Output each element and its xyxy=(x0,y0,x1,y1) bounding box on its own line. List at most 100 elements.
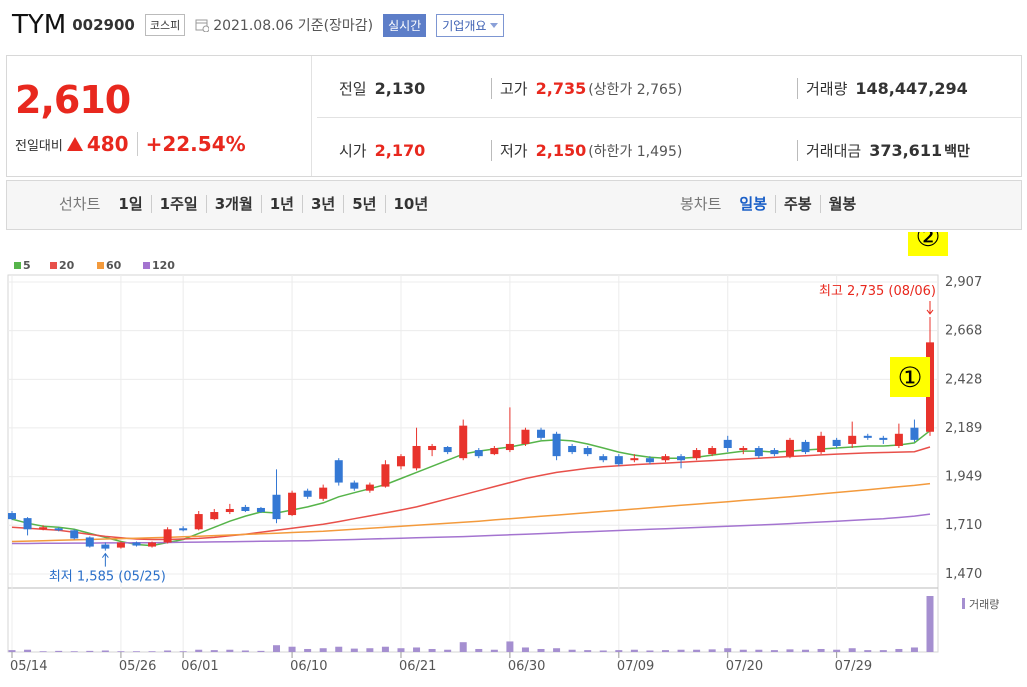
volume-bar xyxy=(615,650,623,652)
candle-body xyxy=(599,456,608,461)
tab[interactable]: 5년 xyxy=(343,195,384,213)
candle-body xyxy=(256,507,265,513)
tab[interactable]: 1주일 xyxy=(150,195,206,213)
quote-box: 2,610 전일대비 480 +22.54% 전일 2,130 고가 2,735 (상… xyxy=(6,55,1022,177)
volume-bar xyxy=(475,648,483,652)
volume-bar xyxy=(366,648,374,652)
volume-bar xyxy=(739,649,747,652)
quote-item: 전일 2,130 xyxy=(339,78,425,99)
legend-swatch xyxy=(14,262,21,269)
volume-bar xyxy=(521,647,529,652)
candle-tabs: 봉차트 일봉 주봉 월봉 xyxy=(672,195,864,213)
volume-bar xyxy=(444,649,452,652)
volume-bar xyxy=(70,651,78,652)
volume-bar xyxy=(646,650,654,652)
volume-bar xyxy=(708,649,716,652)
callout-label: ② xyxy=(915,232,940,253)
candle-body xyxy=(692,450,701,459)
tab[interactable]: 1일 xyxy=(118,195,143,213)
tab-bar: 선차트 1일 1주일 3개월 1년 3년 5년 10년 봉차트 일봉 주봉 월봉 xyxy=(6,180,1022,230)
tab[interactable]: 월봉 xyxy=(819,195,865,213)
value: 2,735 xyxy=(535,79,587,98)
volume-bar xyxy=(428,648,436,652)
y-tick-label: 1,470 xyxy=(945,567,982,582)
volume-bar xyxy=(879,650,887,652)
x-tick-label: 07/29 xyxy=(835,659,872,674)
x-tick-label: 07/09 xyxy=(617,659,654,674)
date: 2021.08.06 기준(장마감) xyxy=(213,18,374,34)
legend-label: 120 xyxy=(152,259,175,272)
candle-body xyxy=(754,448,763,457)
y-tick-label: 2,189 xyxy=(945,421,982,436)
candle-body xyxy=(817,435,826,453)
candle-body xyxy=(505,443,514,451)
volume-bar xyxy=(335,646,343,652)
legend-swatch xyxy=(97,262,104,269)
calendar-icon xyxy=(195,19,210,32)
volume-bar xyxy=(257,650,265,652)
tab[interactable]: 3년 xyxy=(302,195,343,213)
candle-body xyxy=(194,514,203,530)
note: (상한가 2,765) xyxy=(588,82,683,98)
company-button-label: 기업개요 xyxy=(442,18,487,33)
divider xyxy=(317,117,1021,118)
candle-body xyxy=(785,439,794,457)
legend-swatch xyxy=(143,262,150,269)
tab[interactable]: 10년 xyxy=(384,195,437,213)
ma-line xyxy=(12,513,931,545)
candle-body xyxy=(101,544,110,549)
plot-frame xyxy=(7,274,939,653)
candle-body xyxy=(723,439,732,449)
candle-body xyxy=(583,448,592,455)
volume-bar xyxy=(568,649,576,652)
candle-body xyxy=(801,441,810,453)
volume-bar xyxy=(148,651,156,652)
label: 저가 xyxy=(500,142,528,160)
company-button[interactable]: 기업개요 xyxy=(436,13,505,37)
tab[interactable]: 주봉 xyxy=(775,195,820,213)
legend-label: 60 xyxy=(106,259,122,272)
market-badge: 코스피 xyxy=(144,14,186,36)
candle-body xyxy=(412,445,421,469)
volume-bar xyxy=(8,650,16,652)
realtime-button[interactable]: 실시간 xyxy=(383,13,427,37)
callout-box xyxy=(890,357,930,397)
volume-bar xyxy=(848,648,856,652)
y-tick-label: 2,428 xyxy=(945,372,982,387)
candle-body xyxy=(350,482,359,489)
volume-bar xyxy=(101,650,109,652)
y-tick-label: 2,907 xyxy=(945,275,982,290)
candle-body xyxy=(910,427,919,440)
volume-bar xyxy=(273,645,281,652)
candle-body xyxy=(863,435,872,438)
label: 고가 xyxy=(500,80,528,98)
volume-bar xyxy=(630,649,638,652)
change-pct: +22.54% xyxy=(136,132,246,156)
candle-body xyxy=(225,508,234,513)
tab[interactable]: 일봉 xyxy=(739,195,768,213)
x-tick-label: 07/20 xyxy=(726,659,763,674)
volume-bar xyxy=(55,650,63,652)
quote-item: 저가 2,150 (하한가 1,495) xyxy=(491,140,682,161)
volume-bar xyxy=(319,648,327,652)
volume-bar xyxy=(599,650,607,652)
candle-body xyxy=(163,529,172,543)
candle-body xyxy=(23,518,32,530)
candle-body xyxy=(645,458,654,463)
volume-bar xyxy=(117,651,125,652)
candle-body xyxy=(443,446,452,453)
volume-bar xyxy=(490,649,498,652)
legend-label: 5 xyxy=(23,259,31,272)
volume-bar xyxy=(506,641,514,652)
candle-body xyxy=(334,460,343,483)
tab[interactable]: 1년 xyxy=(260,195,302,213)
candle-body xyxy=(396,456,405,467)
candle-body xyxy=(879,437,888,440)
tab[interactable]: 3개월 xyxy=(205,195,261,213)
value: 148,447,294 xyxy=(855,79,968,98)
volume-bar xyxy=(817,648,825,652)
candle-body xyxy=(832,439,841,446)
candle-body xyxy=(474,450,483,457)
candle-body xyxy=(614,456,623,465)
candle-body xyxy=(521,429,530,444)
